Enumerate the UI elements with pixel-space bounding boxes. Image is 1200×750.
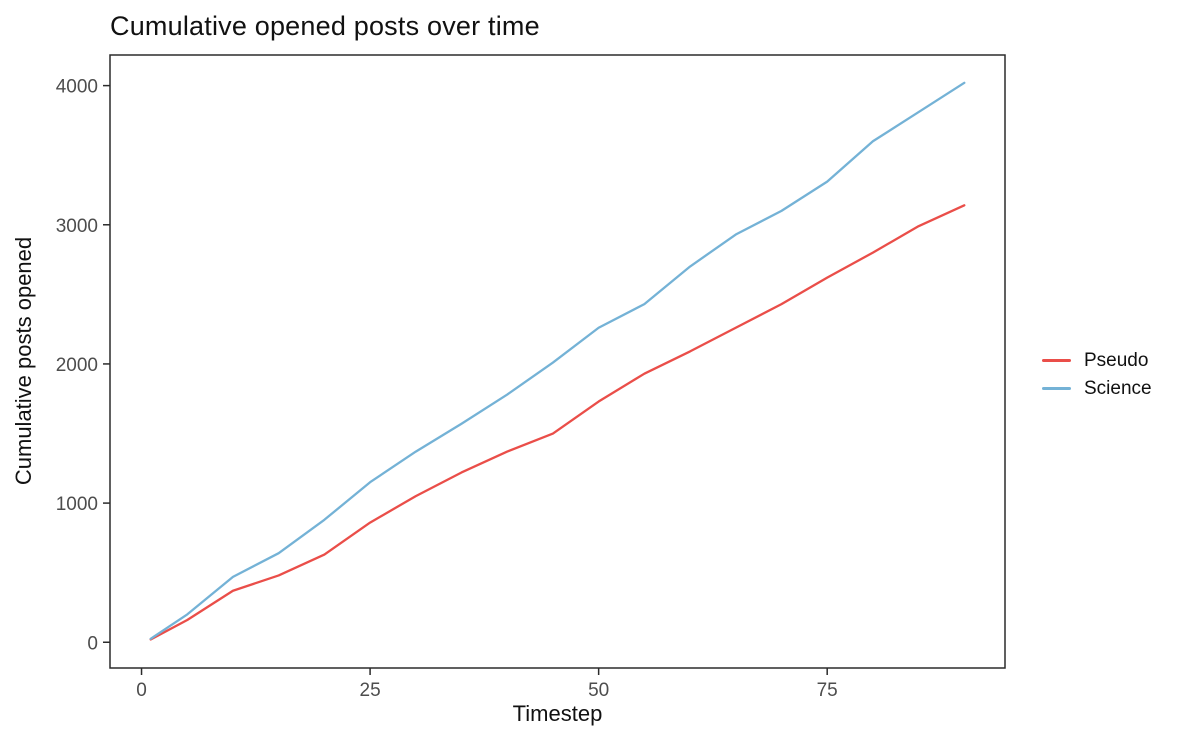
- legend-key-line-pseudo: [1042, 359, 1071, 362]
- y-tick-label: 4000: [56, 77, 98, 98]
- legend-label-science: Science: [1084, 377, 1152, 399]
- y-tick-label: 0: [87, 633, 98, 654]
- series-line-science: [149, 81, 966, 640]
- x-axis-title: Timestep: [512, 701, 603, 726]
- x-tick-label: 50: [588, 680, 609, 701]
- x-tick-label: 25: [360, 680, 381, 701]
- legend-key-line-science: [1042, 387, 1071, 390]
- series-line-pseudo: [149, 204, 966, 641]
- chart-title: Cumulative opened posts over time: [110, 11, 540, 41]
- legend-label-pseudo: Pseudo: [1084, 349, 1149, 371]
- x-tick-label: 75: [817, 680, 838, 701]
- legend-item-pseudo: Pseudo: [1042, 349, 1152, 371]
- y-tick-label: 1000: [56, 494, 98, 515]
- legend-item-science: Science: [1042, 377, 1152, 399]
- legend: Pseudo Science: [1042, 349, 1152, 399]
- y-tick-label: 3000: [56, 216, 98, 237]
- x-tick-label: 0: [136, 680, 147, 701]
- panel-border: [109, 54, 1006, 669]
- y-tick-label: 2000: [56, 355, 98, 376]
